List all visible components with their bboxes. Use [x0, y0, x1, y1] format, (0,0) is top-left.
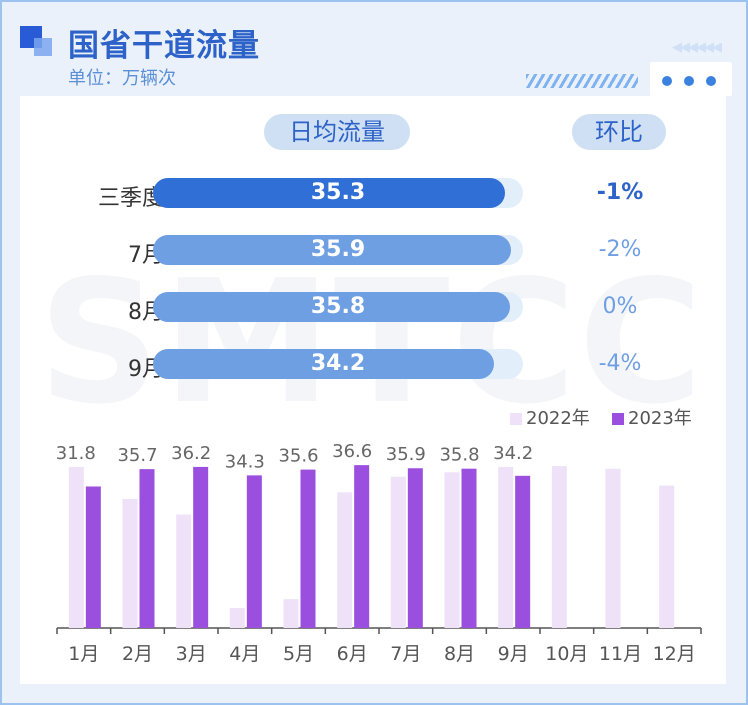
bar-2022	[283, 599, 299, 628]
dot-icon	[662, 76, 672, 86]
content-panel: SMTCC 日均流量 环比 三季度 35.3 -1% 7月 35.9 -2% 8月 35.8 0…	[20, 96, 726, 684]
data-label: 34.3	[225, 451, 265, 472]
bar-2023	[461, 468, 477, 628]
row-bar-fill	[153, 349, 494, 379]
row-change: -1%	[596, 180, 644, 205]
x-tick-label: 11月	[599, 643, 642, 665]
monthly-bar-chart: 31.8 1月 35.7 2月 36.2 3月 34.3 4月 35.6 5月 36.6 6月 35.9…	[56, 441, 702, 665]
data-label: 35.6	[278, 446, 318, 467]
bar-2023	[139, 469, 155, 628]
bar-2022	[68, 466, 84, 628]
col-header-change: 环比	[572, 114, 666, 150]
data-label: 35.9	[386, 444, 426, 465]
data-label: 35.7	[117, 445, 157, 466]
row-bar-track: 34.2	[153, 349, 523, 379]
bar-2023	[300, 469, 316, 628]
bar-2023	[407, 468, 423, 628]
stripes-decoration	[526, 74, 638, 88]
bar-2022	[498, 466, 514, 628]
row-change: 0%	[602, 294, 638, 319]
x-tick-label: 9月	[498, 643, 529, 665]
legend-item-2023: 2023年	[612, 404, 692, 430]
row-bar-track: 35.3	[153, 178, 523, 208]
bar-2022	[444, 472, 460, 628]
row-bar-fill	[153, 178, 505, 208]
row-bar-fill	[153, 235, 511, 265]
legend-swatch-2022	[510, 413, 522, 425]
data-label: 36.2	[171, 443, 211, 464]
row-bar-fill	[153, 292, 510, 322]
dot-icon	[684, 76, 694, 86]
x-tick-label: 8月	[444, 643, 475, 665]
x-tick-label: 1月	[68, 643, 99, 665]
bar-2023	[246, 475, 262, 628]
row-value: 35.3	[310, 180, 366, 205]
bar-2022	[605, 468, 621, 628]
x-tick-label: 2月	[122, 643, 153, 665]
bar-2022	[337, 492, 353, 628]
row-value: 35.8	[310, 294, 366, 319]
row-bar-track: 35.9	[153, 235, 523, 265]
legend-label-2023: 2023年	[628, 408, 692, 429]
bar-2023	[193, 466, 209, 628]
x-tick-label: 12月	[653, 643, 696, 665]
data-label: 36.6	[332, 441, 372, 462]
legend-item-2022: 2022年	[510, 404, 590, 430]
bar-2022	[659, 485, 675, 628]
logo-square-shadow-icon	[34, 38, 52, 56]
chevrons-icon: ◀◀◀◀◀◀	[672, 40, 722, 55]
bar-2022	[122, 498, 138, 628]
x-tick-label: 3月	[176, 643, 207, 665]
unit-label: 单位：万辆次	[68, 68, 176, 89]
x-tick-label: 4月	[229, 643, 260, 665]
row-bar-track: 35.8	[153, 292, 523, 322]
bar-2022	[390, 476, 406, 628]
bar-2022	[229, 607, 245, 628]
row-value: 35.9	[310, 237, 366, 262]
bar-2022	[551, 466, 567, 628]
page-title: 国省干道流量	[68, 28, 260, 64]
dot-icon	[706, 76, 716, 86]
legend-label-2022: 2022年	[526, 408, 590, 429]
col-header-daily-flow: 日均流量	[264, 114, 410, 150]
row-change: -4%	[598, 351, 642, 376]
bar-2023	[85, 486, 101, 628]
legend-swatch-2023	[612, 413, 624, 425]
row-value: 34.2	[310, 351, 366, 376]
data-label: 35.8	[439, 445, 479, 466]
data-label: 34.2	[493, 443, 533, 464]
x-tick-label: 10月	[545, 643, 588, 665]
bar-2023	[354, 465, 370, 628]
data-label: 31.8	[56, 443, 96, 464]
x-tick-label: 5月	[283, 643, 314, 665]
x-tick-label: 6月	[337, 643, 368, 665]
row-label: 三季度	[97, 186, 164, 211]
row-change: -2%	[598, 237, 642, 262]
bar-2022	[176, 514, 192, 628]
watermark: SMTCC	[38, 244, 706, 442]
bar-2023	[515, 475, 531, 628]
x-tick-label: 7月	[390, 643, 421, 665]
